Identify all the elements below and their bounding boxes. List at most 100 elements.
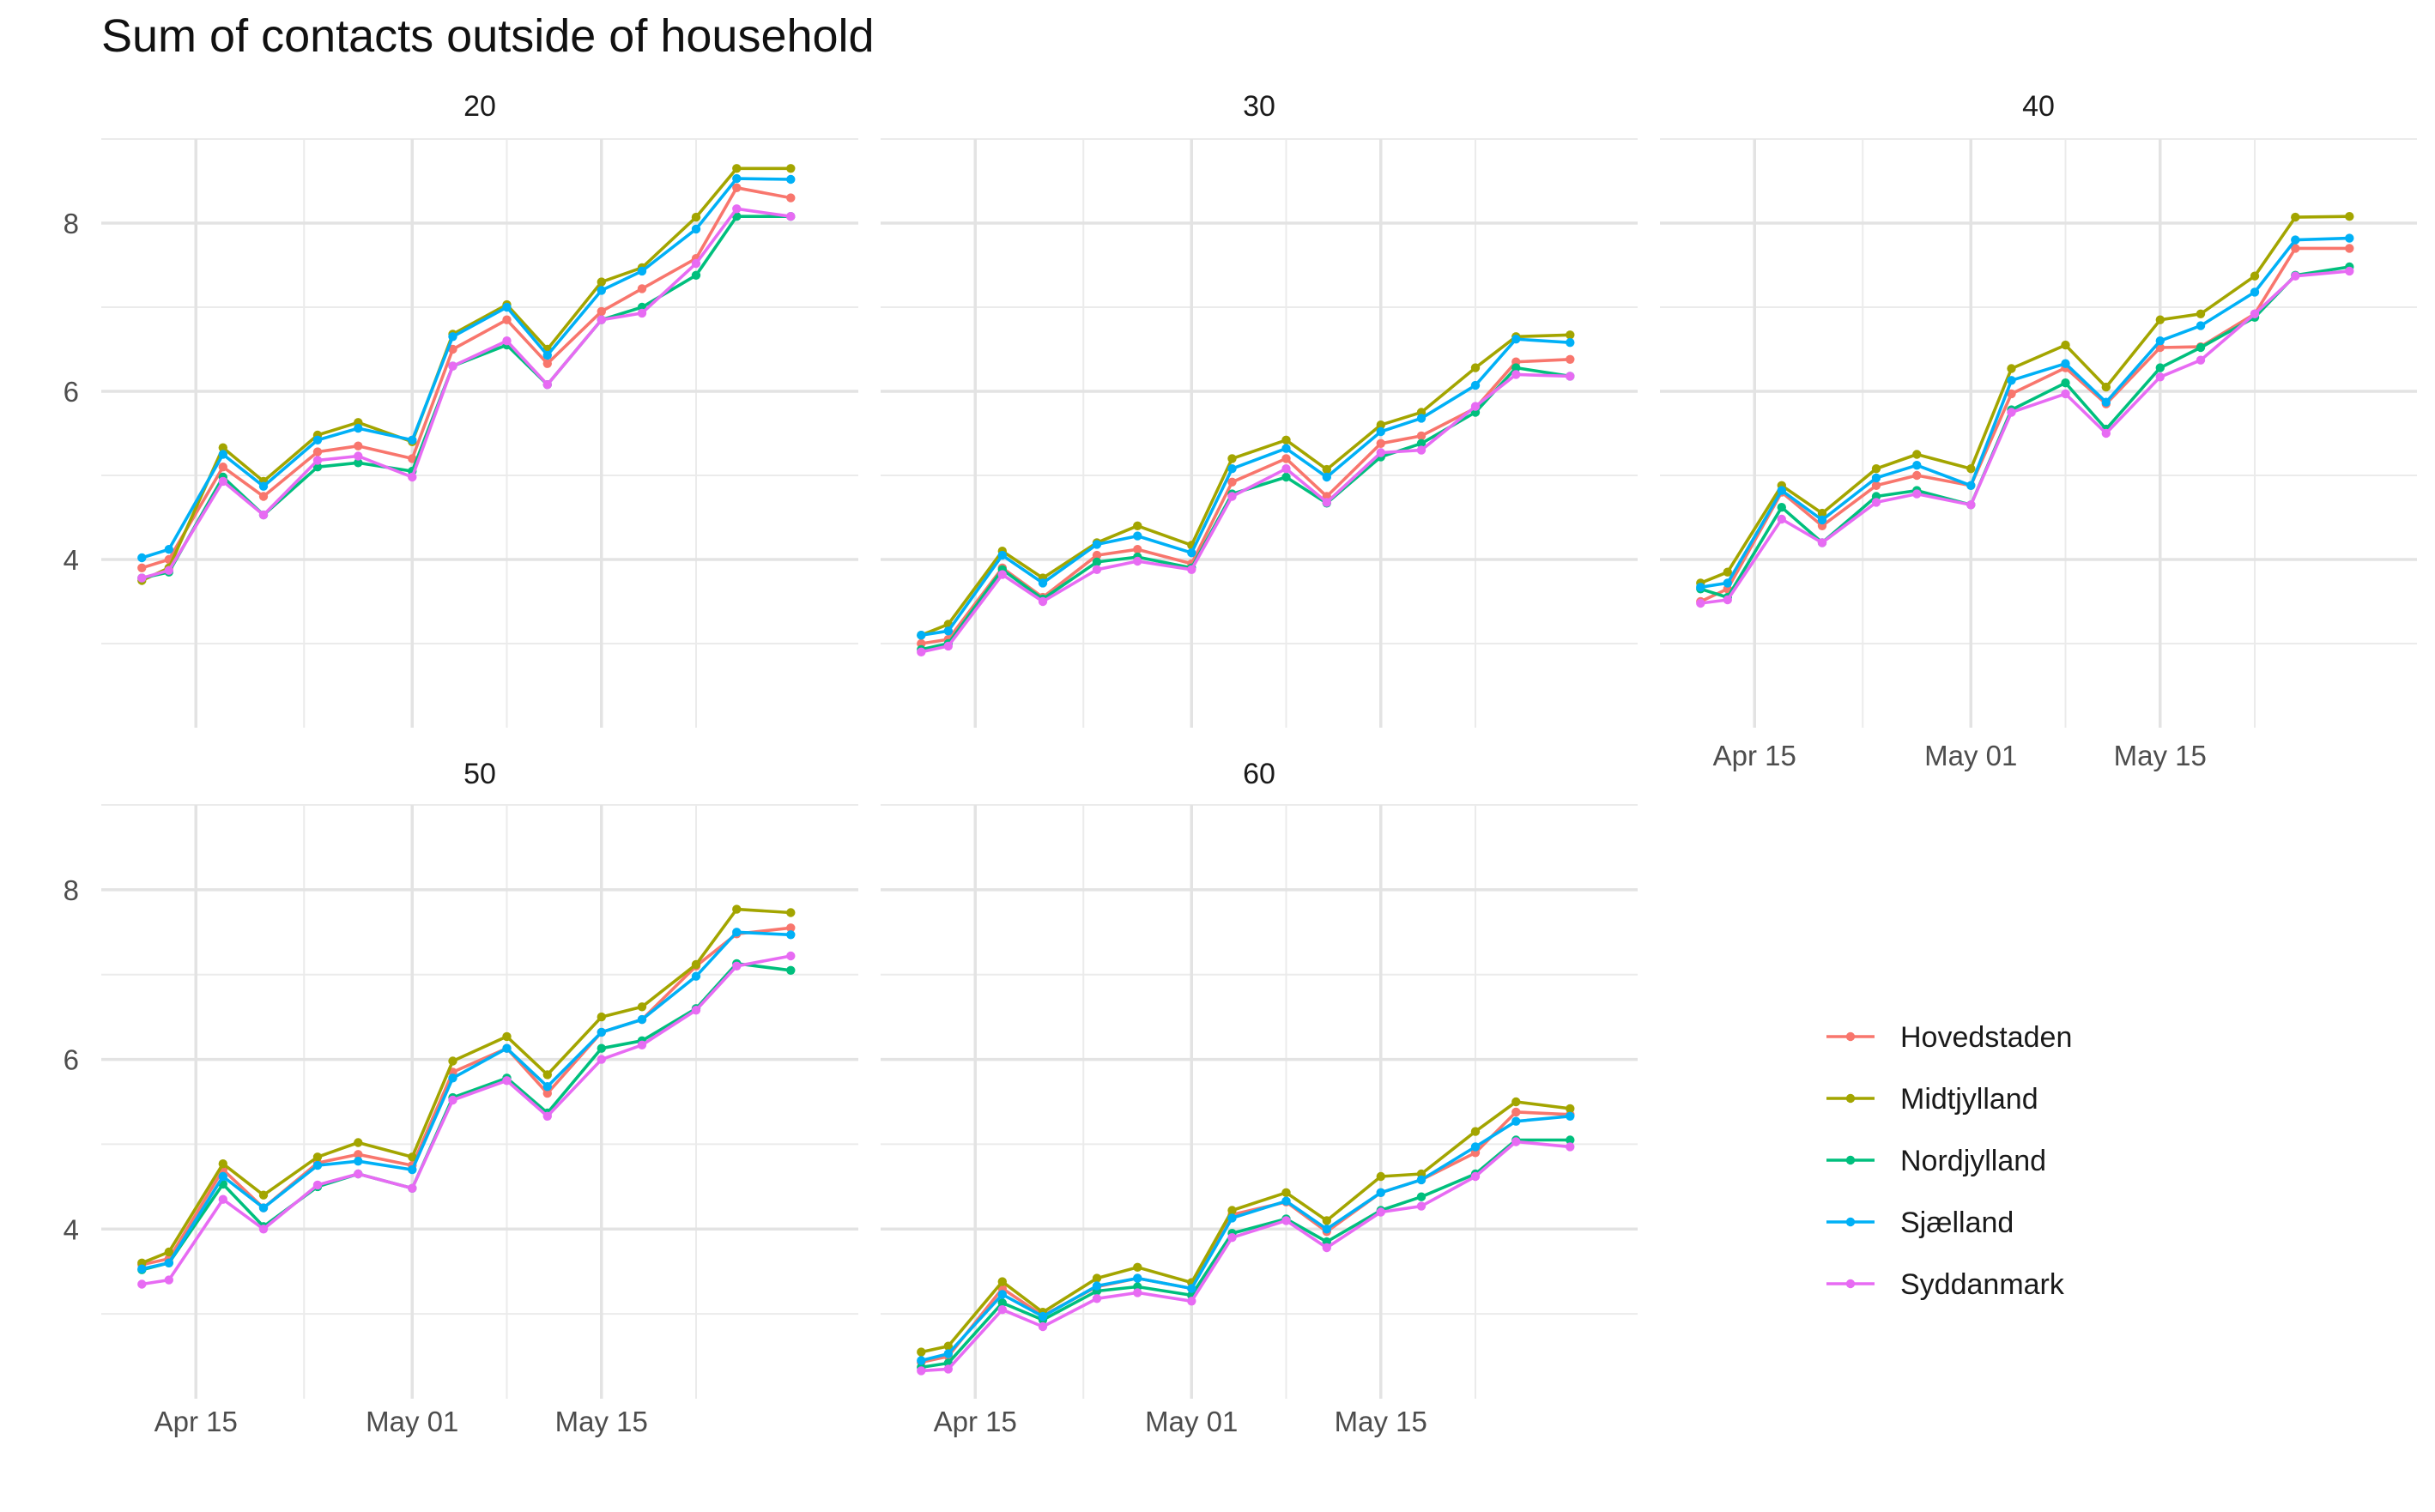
data-point <box>637 1002 647 1012</box>
data-point <box>542 350 552 360</box>
data-point <box>2155 336 2165 346</box>
data-point <box>1227 492 1237 501</box>
data-point <box>1322 1243 1332 1253</box>
facet-panel-60: 60 Apr 15 May 01 May 15 <box>881 758 1638 1437</box>
data-point <box>1376 1171 1386 1182</box>
data-point <box>786 164 796 173</box>
data-point <box>1187 548 1196 558</box>
data-point <box>786 212 796 221</box>
data-point <box>164 565 173 575</box>
data-point <box>164 1275 173 1285</box>
data-point <box>164 1247 173 1257</box>
data-point <box>1092 550 1102 560</box>
data-point <box>1912 450 1922 459</box>
series-sjælland <box>917 1111 1575 1365</box>
data-point <box>732 204 742 214</box>
data-point <box>786 951 796 961</box>
x-tick-label: May 15 <box>2114 740 2207 771</box>
gridlines <box>881 138 1638 728</box>
data-point <box>137 553 147 563</box>
data-point <box>1511 1107 1521 1117</box>
data-point <box>786 930 796 940</box>
facet-panel-20: 20 4 6 8 <box>64 90 858 728</box>
data-point <box>448 361 457 371</box>
series-midtjylland <box>917 1097 1575 1357</box>
data-point <box>2061 378 2070 388</box>
data-point <box>137 563 147 572</box>
data-point <box>997 1290 1008 1299</box>
data-point <box>1322 472 1332 482</box>
data-point <box>1376 448 1386 457</box>
data-point <box>2061 340 2070 350</box>
data-point <box>1038 1311 1048 1321</box>
data-point <box>354 1150 363 1159</box>
data-point <box>502 336 512 346</box>
data-point <box>2196 321 2206 330</box>
data-point <box>1416 1192 1426 1201</box>
data-point <box>1470 1127 1481 1136</box>
x-tick-label: May 01 <box>1145 1406 1238 1437</box>
data-point <box>448 1074 457 1083</box>
legend-item-hovedstaden: Hovedstaden <box>1826 1021 2072 1054</box>
data-point <box>1281 1216 1291 1225</box>
data-point <box>1723 595 1733 605</box>
data-point <box>2345 212 2354 221</box>
data-point <box>2196 355 2206 365</box>
data-point <box>1281 1196 1291 1206</box>
data-point <box>943 1341 954 1351</box>
data-point <box>408 472 417 482</box>
data-point <box>448 1095 457 1105</box>
data-point <box>1912 461 1922 470</box>
series-midtjylland <box>137 904 796 1268</box>
data-point <box>2196 309 2206 318</box>
data-point <box>1133 545 1142 554</box>
data-point <box>1511 1137 1521 1146</box>
data-point <box>1566 372 1575 381</box>
series-sjælland <box>137 173 796 563</box>
data-point <box>786 908 796 917</box>
data-point <box>2007 408 2016 417</box>
data-point <box>258 492 269 501</box>
data-point <box>218 450 227 459</box>
data-point <box>1817 515 1827 525</box>
data-point <box>1777 514 1786 524</box>
data-point <box>1566 1104 1575 1114</box>
data-point <box>786 174 796 184</box>
series-sjælland <box>137 928 796 1273</box>
legend-item-sjælland: Sjælland <box>1826 1207 2014 1239</box>
data-point <box>354 1157 363 1166</box>
data-point <box>312 463 323 472</box>
y-tick-label: 8 <box>64 874 79 906</box>
data-point <box>691 1006 701 1015</box>
data-point <box>786 965 796 976</box>
data-point <box>354 451 363 461</box>
data-point <box>502 1076 512 1086</box>
gridlines <box>881 804 1638 1399</box>
data-point <box>1227 1213 1237 1223</box>
data-point <box>312 456 323 465</box>
x-tick-label: Apr 15 <box>1713 740 1796 771</box>
legend-label: Syddanmark <box>1900 1268 2065 1301</box>
data-point <box>1092 1294 1102 1303</box>
data-point <box>1281 464 1291 474</box>
data-point <box>2007 364 2016 373</box>
data-point <box>448 332 457 342</box>
data-point <box>1133 531 1142 541</box>
data-point <box>1376 438 1386 448</box>
data-point <box>448 344 457 354</box>
data-point <box>637 1040 647 1050</box>
data-point <box>502 302 512 312</box>
data-point <box>597 1027 606 1037</box>
data-point <box>2250 271 2260 281</box>
chart-title: Sum of contacts outside of household <box>101 10 875 62</box>
legend-key-point <box>1845 1093 1856 1104</box>
facet-panel-50: 50 4 6 8 Apr 15 May 01 May 15 <box>64 758 858 1437</box>
data-point <box>1092 557 1102 567</box>
data-point <box>312 435 323 445</box>
data-point <box>1470 363 1481 372</box>
y-tick-label: 6 <box>64 376 79 408</box>
data-point <box>1871 464 1881 474</box>
data-point <box>218 1171 227 1182</box>
series-sjælland <box>917 335 1575 640</box>
legend-item-nordjylland: Nordjylland <box>1826 1145 2046 1177</box>
